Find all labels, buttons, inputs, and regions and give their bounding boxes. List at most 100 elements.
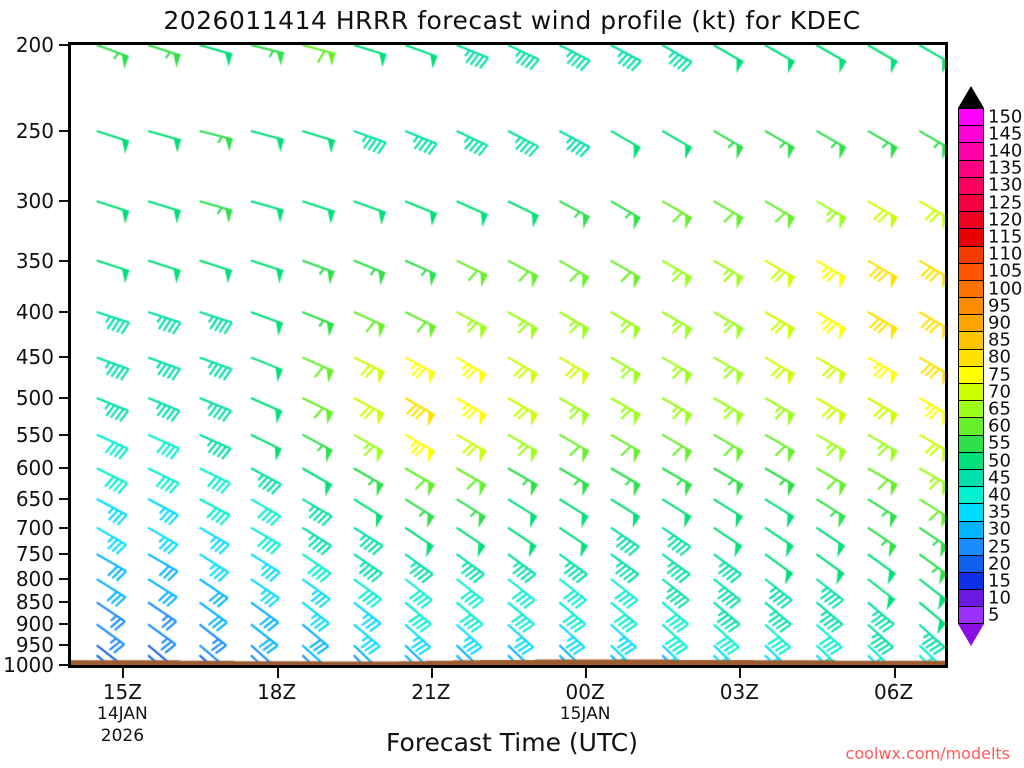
colorbar-cell	[958, 451, 984, 469]
y-tick-mark	[59, 644, 68, 647]
x-tick-mark	[739, 668, 742, 678]
colorbar-tick-label: 85	[988, 329, 1011, 351]
y-tick-mark	[59, 526, 68, 529]
y-tick-label: 900	[15, 612, 54, 637]
x-axis: 15Z 14JAN 2026 18Z 21Z 00Z 15JAN 03Z 06Z	[68, 668, 948, 768]
x-tick-mark	[893, 668, 896, 678]
y-tick-mark	[59, 200, 68, 203]
colorbar-tick-label: 5	[988, 604, 1000, 626]
colorbar-tick-label: 150	[988, 106, 1023, 128]
x-tick-label: 06Z	[874, 680, 914, 704]
x-tick-label: 21Z	[411, 680, 451, 704]
colorbar-cell	[958, 537, 984, 555]
colorbar-tick-label: 65	[988, 398, 1011, 420]
y-tick-mark	[59, 44, 68, 46]
colorbar-cell	[958, 211, 984, 229]
colorbar-cell	[958, 606, 984, 624]
colorbar-cell	[958, 383, 984, 401]
colorbar-tick-label: 95	[988, 295, 1011, 317]
colorbar-cells	[958, 108, 984, 624]
colorbar-tick-label: 115	[988, 226, 1023, 248]
colorbar-tick-label: 130	[988, 174, 1023, 196]
plot-area	[68, 42, 948, 668]
y-tick-label: 550	[15, 422, 54, 447]
colorbar-arrow-bottom-icon	[958, 624, 984, 646]
colorbar-tick-label: 90	[988, 312, 1011, 334]
colorbar-cell	[958, 572, 984, 590]
y-tick-label: 350	[15, 248, 54, 273]
colorbar-tick-label: 10	[988, 587, 1011, 609]
colorbar-tick-label: 75	[988, 364, 1011, 386]
x-tick-year: 2026	[100, 726, 145, 746]
colorbar-cell	[958, 434, 984, 452]
terrain-surface	[71, 45, 945, 665]
x-tick-mark	[122, 668, 125, 678]
colorbar-cell	[958, 365, 984, 383]
colorbar-tick-label: 50	[988, 450, 1011, 472]
y-tick-mark	[59, 311, 68, 314]
x-tick-label: 18Z	[257, 680, 297, 704]
colorbar-cell	[958, 331, 984, 349]
colorbar-tick-label: 125	[988, 192, 1023, 214]
colorbar-tick-label: 105	[988, 260, 1023, 282]
y-tick-mark	[59, 553, 68, 556]
colorbar-cell	[958, 245, 984, 263]
y-tick-mark	[59, 129, 68, 132]
y-tick-label: 850	[15, 590, 54, 615]
y-tick-label: 700	[15, 515, 54, 540]
credit-link[interactable]: coolwx.com/modelts	[845, 744, 1010, 763]
x-tick-date: 15JAN	[559, 704, 611, 724]
y-tick-mark	[59, 467, 68, 470]
colorbar-cell	[958, 228, 984, 246]
colorbar-tick-label: 45	[988, 467, 1011, 489]
colorbar-tick-label: 110	[988, 243, 1023, 265]
x-tick-label: 00Z	[565, 680, 605, 704]
colorbar-tick-label: 35	[988, 501, 1011, 523]
y-tick-mark	[59, 623, 68, 626]
x-axis-title: Forecast Time (UTC)	[386, 728, 638, 757]
y-tick-label: 300	[15, 189, 54, 214]
colorbar-cell	[958, 314, 984, 332]
y-tick-mark	[59, 601, 68, 604]
y-tick-mark	[59, 664, 68, 666]
colorbar-tick-label: 120	[988, 209, 1023, 231]
x-tick-label: 15Z	[102, 680, 142, 704]
y-tick-label: 1000	[3, 653, 54, 677]
colorbar-cell	[958, 468, 984, 487]
colorbar-cell	[958, 348, 984, 366]
colorbar-tick-label: 30	[988, 518, 1011, 540]
y-tick-label: 450	[15, 345, 54, 370]
y-tick-label: 500	[15, 385, 54, 410]
colorbar-cell	[958, 297, 984, 315]
x-tick-mark	[585, 668, 588, 678]
colorbar-cell	[958, 125, 984, 143]
colorbar-cell	[958, 589, 984, 607]
y-tick-label: 750	[15, 542, 54, 567]
colorbar-tick-label: 145	[988, 123, 1023, 145]
y-axis: 200 250 300 350 400 450 500 550 600 650 700 750 800 8…	[0, 33, 68, 677]
x-tick-date: 14JAN	[97, 704, 148, 724]
y-tick-label: 200	[15, 33, 54, 57]
colorbar-tick-label: 40	[988, 484, 1011, 506]
colorbar-cell	[958, 142, 984, 160]
x-tick-label: 03Z	[719, 680, 759, 704]
colorbar-tick-label: 70	[988, 381, 1011, 403]
colorbar-cell	[958, 486, 984, 504]
colorbar-arrow-top-icon	[958, 86, 984, 108]
y-tick-mark	[59, 396, 68, 399]
y-tick-label: 950	[15, 633, 54, 658]
colorbar-cell	[958, 193, 984, 212]
colorbar-tick-label: 135	[988, 157, 1023, 179]
y-tick-label: 800	[15, 567, 54, 592]
colorbar-cell	[958, 554, 984, 573]
colorbar-cell	[958, 176, 984, 194]
x-tick-mark	[276, 668, 279, 678]
page-title: 2026011414 HRRR forecast wind profile (k…	[163, 6, 861, 35]
colorbar-cell	[958, 520, 984, 538]
colorbar-tick-label: 140	[988, 140, 1023, 162]
y-tick-mark	[59, 578, 68, 581]
colorbar-cell	[958, 417, 984, 435]
colorbar-tick-label: 20	[988, 553, 1011, 575]
colorbar-cell	[958, 159, 984, 177]
y-tick-mark	[59, 433, 68, 436]
